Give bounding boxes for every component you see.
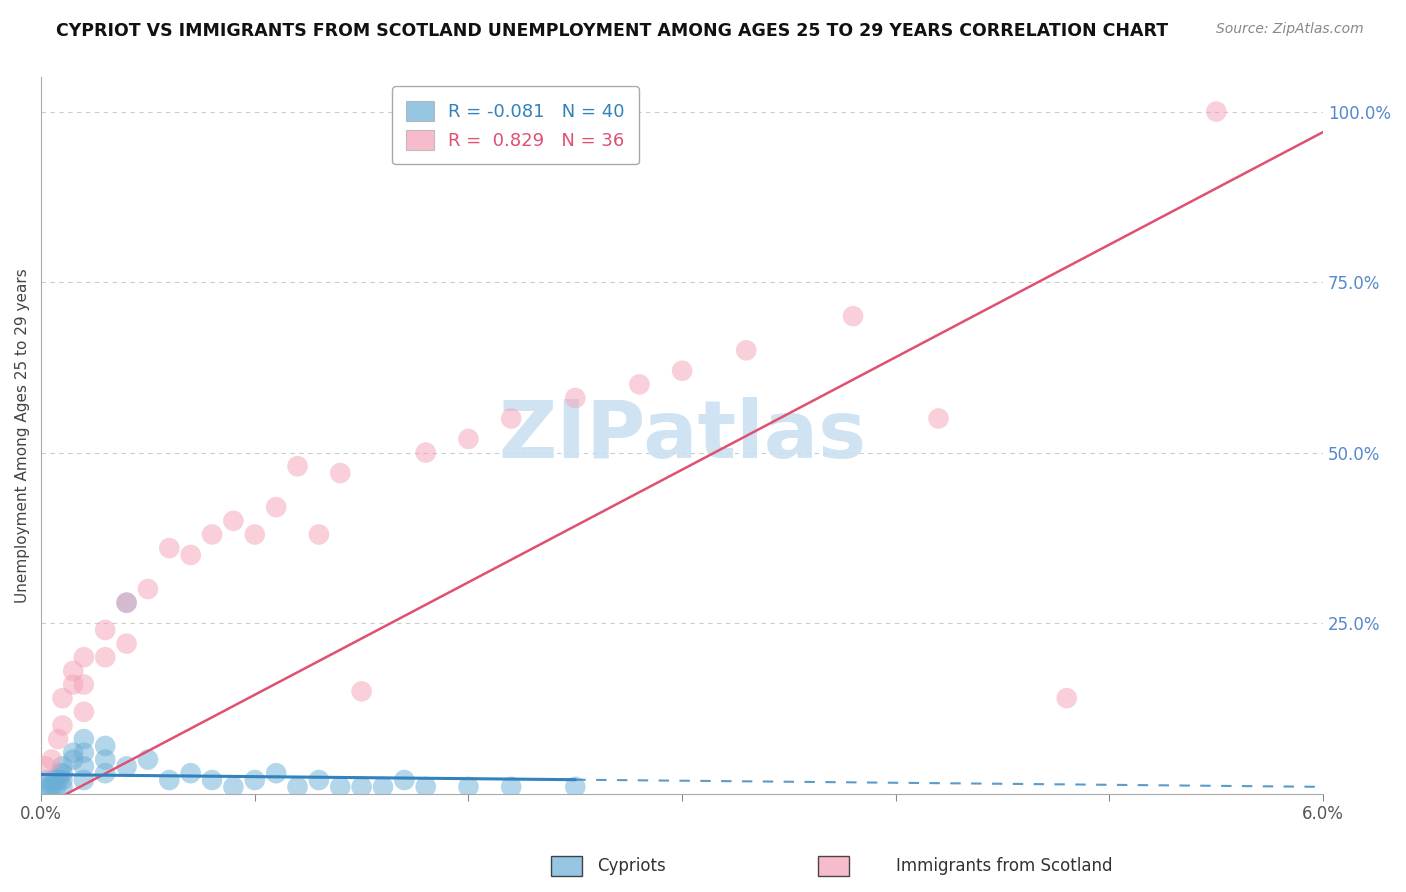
Point [1205,104,1227,119]
Point [51,772,73,787]
Point [45,780,67,794]
Point [62,677,84,691]
Point [264,766,287,780]
Point [287,780,309,794]
Point [73,677,96,691]
Point [62,753,84,767]
Point [34,759,56,773]
Point [42,772,65,787]
Point [243,772,266,787]
Point [350,780,373,794]
Text: CYPRIOT VS IMMIGRANTS FROM SCOTLAND UNEMPLOYMENT AMONG AGES 25 TO 29 YEARS CORRE: CYPRIOT VS IMMIGRANTS FROM SCOTLAND UNEM… [56,22,1168,40]
Legend: R = -0.081   N = 40, R =  0.829   N = 36: R = -0.081 N = 40, R = 0.829 N = 36 [392,87,638,164]
Point [308,527,330,541]
Point [73,746,96,760]
Point [157,772,180,787]
Point [51,691,73,706]
Point [157,541,180,555]
Point [62,664,84,678]
Text: Cypriots: Cypriots [598,857,666,875]
Point [94,623,117,637]
Point [222,780,245,794]
Point [51,759,73,773]
Point [94,766,117,780]
Point [842,309,865,323]
Point [415,445,437,459]
Point [564,780,586,794]
Point [46,732,69,747]
Point [501,780,523,794]
Point [350,684,373,698]
Point [51,780,73,794]
Point [34,780,56,794]
Point [180,766,202,780]
Point [329,780,352,794]
Point [308,772,330,787]
Y-axis label: Unemployment Among Ages 25 to 29 years: Unemployment Among Ages 25 to 29 years [15,268,30,603]
Point [243,527,266,541]
Point [41,753,63,767]
Point [264,500,287,515]
Point [457,432,479,446]
Point [49,766,72,780]
Point [394,772,416,787]
Point [457,780,479,794]
Point [501,411,523,425]
Point [41,780,63,794]
Point [94,650,117,665]
Point [73,705,96,719]
Point [287,459,309,474]
Point [371,780,394,794]
Point [136,753,159,767]
Point [73,772,96,787]
Point [62,746,84,760]
Point [201,772,224,787]
Point [73,732,96,747]
Point [628,377,651,392]
Point [51,718,73,732]
Point [73,759,96,773]
Point [222,514,245,528]
Point [201,527,224,541]
Point [46,772,69,787]
Point [735,343,758,358]
Point [94,753,117,767]
Point [928,411,950,425]
Point [564,391,586,405]
Text: Source: ZipAtlas.com: Source: ZipAtlas.com [1216,22,1364,37]
Point [51,766,73,780]
Point [115,596,138,610]
Point [37,772,59,787]
Point [136,582,159,596]
Point [415,780,437,794]
Point [329,466,352,480]
Point [671,364,693,378]
Point [115,637,138,651]
Text: ZIPatlas: ZIPatlas [498,397,866,475]
Point [115,759,138,773]
Point [94,739,117,753]
Point [115,596,138,610]
Text: Immigrants from Scotland: Immigrants from Scotland [896,857,1112,875]
Point [180,548,202,562]
Point [38,780,60,794]
Point [73,650,96,665]
Point [1056,691,1078,706]
